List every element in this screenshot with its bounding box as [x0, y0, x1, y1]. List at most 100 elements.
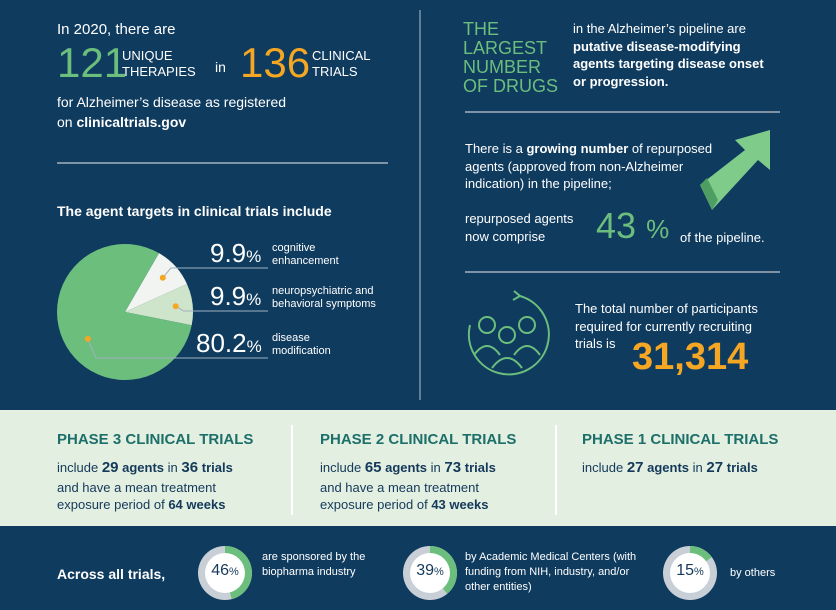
- repurposed-share: 43 %: [596, 208, 669, 244]
- targets-title: The agent targets in clinical trials inc…: [57, 203, 332, 219]
- sponsor-label: are sponsored by the biopharma industry: [262, 551, 366, 578]
- donut-hole: [410, 553, 450, 593]
- count: 27: [706, 459, 724, 477]
- leader-dot: [172, 303, 179, 310]
- largest-heading: THE LARGEST NUMBER OF DRUGS: [463, 19, 559, 96]
- text: and have a mean treatment exposure perio…: [320, 479, 479, 513]
- phase-text: include 27 agents in 27 trials: [582, 458, 817, 478]
- phase-text: include 29 agents in 36 trials: [57, 458, 292, 478]
- count: 73: [444, 459, 462, 477]
- phase-title: PHASE 2 CLINICAL TRIALS: [320, 431, 517, 448]
- donut-value: 39%: [410, 563, 450, 579]
- text: weeks: [186, 497, 226, 513]
- text: weeks: [449, 497, 489, 513]
- text-bold: putative disease-modifying agents target…: [573, 38, 764, 89]
- value: 9.9: [210, 238, 247, 268]
- phase-title: PHASE 1 CLINICAL TRIALS: [582, 431, 779, 448]
- therapies-count: 121: [57, 39, 128, 86]
- text: trials: [726, 460, 758, 476]
- phase-text: and have a mean treatment exposure perio…: [320, 479, 520, 514]
- slice-value: 9.9%: [210, 283, 261, 309]
- count: 29: [101, 459, 119, 477]
- slice-label: cognitive enhancement: [272, 242, 339, 268]
- repurposed-text: repurposed agents now comprise: [465, 211, 574, 244]
- text: in: [692, 460, 703, 476]
- intro-lead: In 2020, there are: [57, 21, 176, 38]
- text: There is a: [465, 141, 523, 156]
- donut-value: 46%: [205, 563, 245, 579]
- leader-dot: [159, 274, 166, 281]
- value: 15: [676, 562, 694, 579]
- text: agents: [385, 460, 428, 476]
- text: trials: [201, 460, 233, 476]
- unit: %: [246, 247, 262, 266]
- unit: %: [246, 290, 262, 309]
- sponsor-label: by Academic Medical Centers (with fundin…: [465, 551, 637, 593]
- count: 27: [626, 459, 644, 477]
- slice-value: 80.2%: [196, 330, 262, 356]
- count: 36: [181, 459, 199, 477]
- count: 43: [431, 497, 446, 513]
- text: trials: [464, 460, 496, 476]
- text: include: [320, 460, 362, 476]
- slice-value: 9.9%: [210, 240, 261, 266]
- leader-line: [162, 267, 268, 279]
- leader-line: [87, 338, 268, 359]
- repurposed-text: There is a growing number of repurposed …: [465, 140, 730, 193]
- sponsors-lead: Across all trials,: [57, 566, 166, 582]
- value: 9.9: [210, 281, 247, 311]
- donut-hole: [205, 553, 245, 593]
- text: include: [582, 460, 624, 476]
- participants-total: 31,314: [632, 336, 749, 378]
- phase-text: include 65 agents in 73 trials: [320, 458, 555, 478]
- value: 46: [211, 562, 229, 579]
- donut-value: 15%: [670, 563, 710, 579]
- text: on: [57, 114, 73, 130]
- leader-dot: [84, 335, 91, 342]
- agents: 65 agents: [365, 459, 428, 476]
- text: agents: [122, 460, 165, 476]
- phase: PHASE 1 CLINICAL TRIALS include 27 agents…: [582, 430, 817, 479]
- text: and have a mean treatment exposure perio…: [57, 479, 216, 513]
- agents: 29 agents: [101, 459, 165, 477]
- trials: 36 trials: [181, 459, 233, 477]
- sponsor-label: by others: [730, 567, 776, 579]
- phase-panel: [0, 410, 836, 526]
- intro-line: for Alzheimer’s disease as registered: [57, 94, 287, 110]
- text-bold: growing number: [526, 141, 629, 156]
- phase-title: PHASE 3 CLINICAL TRIALS: [57, 431, 254, 448]
- count: 64: [168, 497, 183, 513]
- repurposed-text: of the pipeline.: [680, 230, 765, 245]
- trials: 73 trials: [444, 459, 496, 477]
- intro-line: on clinicaltrials.gov: [57, 113, 186, 132]
- weeks: 64 weeks: [168, 497, 225, 512]
- text: in: [430, 460, 441, 476]
- slice-label: neuropsychiatric and behavioral symptoms: [272, 285, 376, 311]
- trials: 27 trials: [706, 459, 758, 477]
- people-icon: [467, 290, 550, 376]
- joiner: in: [215, 59, 226, 75]
- growth-arrow-icon: [700, 178, 718, 210]
- text: include: [57, 460, 99, 476]
- donut-hole: [670, 553, 710, 593]
- unit: %: [246, 337, 262, 356]
- text: in: [167, 460, 178, 476]
- slice-label: disease modification: [272, 332, 331, 358]
- phase-text: and have a mean treatment exposure perio…: [57, 479, 257, 514]
- text: agents: [647, 460, 690, 476]
- unit: %: [646, 214, 670, 244]
- growth-arrow-icon: [700, 130, 770, 210]
- leader-line: [175, 305, 268, 312]
- unit: %: [694, 566, 704, 578]
- unit: %: [434, 566, 444, 578]
- link-text: clinicaltrials.gov: [76, 114, 187, 130]
- value: 80.2: [196, 328, 247, 358]
- text: in the Alzheimer’s pipeline are: [573, 21, 746, 36]
- pie-slice: [125, 283, 194, 326]
- value: 43: [596, 205, 637, 246]
- text: of repurposed agents (approved from non-…: [465, 141, 713, 192]
- phase: PHASE 3 CLINICAL TRIALS include 29 agents…: [57, 430, 292, 514]
- participants-text: The total number of participants require…: [575, 301, 758, 352]
